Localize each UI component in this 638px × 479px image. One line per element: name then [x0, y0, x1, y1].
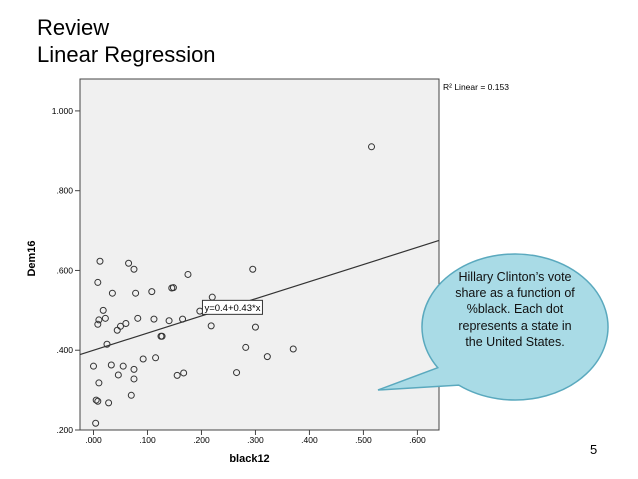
data-point — [139, 355, 147, 363]
data-point — [148, 288, 156, 296]
data-point — [108, 289, 116, 297]
page-number: 5 — [590, 442, 598, 457]
data-point — [169, 284, 177, 292]
data-point — [179, 315, 187, 323]
x-tick-label: .200 — [193, 435, 210, 445]
data-point — [94, 278, 102, 286]
x-tick-label: .000 — [85, 435, 102, 445]
x-axis-label: black12 — [229, 453, 269, 465]
data-point — [94, 397, 102, 405]
x-tick-label: .600 — [409, 435, 426, 445]
equation-label: y=0.4+0.43*x — [204, 303, 260, 314]
data-point — [289, 345, 297, 353]
y-axis-label: Dem16 — [26, 240, 38, 276]
data-point — [130, 365, 138, 373]
data-point — [150, 315, 158, 323]
data-point — [125, 259, 133, 267]
callout-bubble — [377, 253, 609, 401]
data-point — [96, 257, 104, 265]
y-tick-label: .600 — [56, 265, 73, 275]
data-point — [134, 314, 142, 322]
title-line-2: Linear Regression — [37, 42, 216, 67]
data-point — [233, 369, 241, 377]
data-point — [251, 323, 259, 331]
data-point — [94, 320, 102, 328]
plot-area — [79, 78, 440, 431]
data-point — [130, 265, 138, 273]
data-point — [263, 353, 271, 361]
data-point — [101, 314, 109, 322]
data-point — [207, 322, 215, 330]
equation-box: y=0.4+0.43*x — [201, 299, 263, 315]
regression-line — [79, 239, 440, 356]
x-tick-label: .300 — [247, 435, 264, 445]
data-point — [127, 391, 135, 399]
data-point — [113, 326, 121, 334]
data-point — [92, 396, 100, 404]
data-point — [368, 143, 376, 151]
data-point — [180, 369, 188, 377]
x-tick-label: .100 — [139, 435, 156, 445]
x-tick-label: .400 — [301, 435, 318, 445]
x-axis: .000 .100 .200 .300 .400 .500 .600 — [85, 430, 426, 445]
data-point — [242, 343, 250, 351]
r2-label: R² Linear = 0.153 — [443, 82, 509, 92]
slide-title: Review Linear Regression — [37, 14, 216, 68]
data-point — [107, 361, 115, 369]
data-point — [119, 362, 127, 370]
equation-box-frame — [201, 299, 263, 315]
title-line-1: Review — [37, 15, 110, 40]
callout-text: Hillary Clinton’s vote share as a functi… — [455, 270, 575, 349]
data-point — [184, 270, 192, 278]
data-point — [103, 340, 111, 348]
data-point — [105, 399, 113, 407]
x-tick-label: .500 — [355, 435, 372, 445]
y-tick-label: .800 — [56, 186, 73, 196]
y-tick-label: .200 — [56, 425, 73, 435]
data-point — [95, 316, 103, 324]
data-points — [89, 143, 376, 427]
data-point — [122, 320, 130, 328]
data-point — [173, 371, 181, 379]
data-point — [152, 354, 160, 362]
data-point — [249, 265, 257, 273]
data-point — [95, 379, 103, 387]
data-point — [132, 289, 140, 297]
y-tick-label: .400 — [56, 345, 73, 355]
data-point — [158, 332, 166, 340]
y-tick-label: 1.000 — [52, 106, 74, 116]
data-point — [130, 375, 138, 383]
data-point — [89, 362, 97, 370]
data-point — [165, 317, 173, 325]
y-axis: .200 .400 .600 .800 1.000 — [52, 106, 80, 435]
data-point — [114, 371, 122, 379]
data-point — [99, 306, 107, 314]
data-point — [92, 419, 100, 427]
